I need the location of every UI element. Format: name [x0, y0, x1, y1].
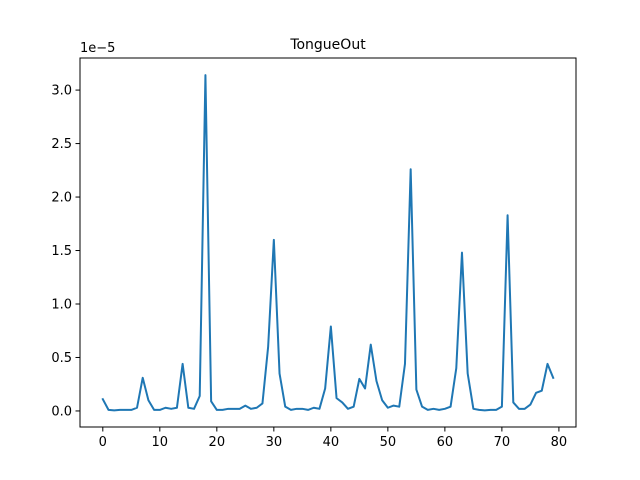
- x-tick-label: 20: [209, 435, 226, 450]
- y-axis-offset-label: 1e−5: [80, 41, 115, 56]
- y-tick-label: 1.5: [51, 244, 72, 259]
- plot-area: 0 10 20 30 40 50 60 70 80 0.0 0.5 1.0 1.5 2.0 2.5 3.0: [51, 57, 577, 450]
- y-tick-label: 2.0: [51, 191, 72, 206]
- series-line: [101, 74, 555, 412]
- chart-title: TongueOut: [289, 37, 366, 53]
- y-tick-label: 1.0: [51, 298, 72, 313]
- x-tick-label: 40: [323, 435, 340, 450]
- y-tick-label: 2.5: [51, 137, 72, 152]
- y-tick-label: 3.0: [51, 84, 72, 99]
- axes-frame: [79, 57, 577, 428]
- x-tick-label: 60: [437, 435, 454, 450]
- x-tick-label: 70: [494, 435, 511, 450]
- x-tick-label: 10: [152, 435, 169, 450]
- y-tick-label: 0.5: [51, 351, 72, 366]
- x-tick-label: 30: [266, 435, 283, 450]
- x-tick-label: 50: [380, 435, 397, 450]
- x-tick-label: 0: [99, 435, 107, 450]
- x-tick-label: 80: [551, 435, 568, 450]
- y-tick-label: 0.0: [51, 404, 72, 419]
